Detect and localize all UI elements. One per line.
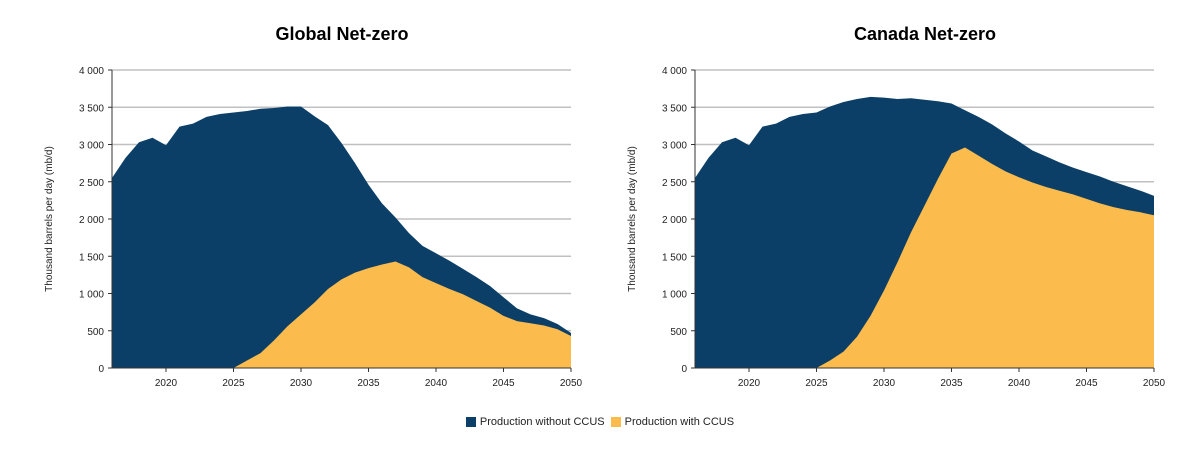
x-tick-label: 2050 [560,378,583,389]
legend-item-without-ccus: Production without CCUS [465,416,605,428]
y-tick-label: 2 500 [662,178,687,189]
y-tick-label: 3 500 [662,103,687,114]
legend-label-with-ccus: Production with CCUS [624,416,735,428]
legend-swatch-without-ccus [465,417,476,427]
y-tick-label: 0 [681,364,687,375]
y-axis-label: Thousand barrels per day (mb/d) [44,146,55,292]
x-tick-label: 2035 [940,378,963,389]
y-tick-label: 4 000 [662,66,687,77]
y-tick-label: 2 000 [79,215,104,226]
y-tick-label: 2 000 [662,215,687,226]
y-tick-label: 0 [98,364,104,375]
chart-canada-plot: 0 500 1 000 1 500 2 000 2 500 3 000 3 500 4 000 2… [627,66,1166,389]
x-tick-label: 2030 [290,378,313,389]
area-production-without-ccus [695,96,1154,368]
y-axis-label: Thousand barrels per day (mb/d) [627,146,638,292]
x-tick-label: 2045 [1075,378,1098,389]
chart-global-plot: 0 500 1 000 1 500 2 000 2 500 3 000 3 500 4 000 2… [44,66,583,389]
y-tick-label: 1 000 [662,290,687,301]
x-tick-label: 2025 [805,378,828,389]
x-tick-label: 2025 [222,378,245,389]
y-tick-label: 3 000 [79,141,104,152]
chart-title-global: Global Net-zero [275,24,409,44]
x-tick-label: 2030 [873,378,896,389]
chart-title-canada: Canada Net-zero [853,24,997,44]
x-tick-label: 2035 [357,378,380,389]
legend: Production without CCUS Production with … [0,416,1200,428]
y-tick-label: 3 500 [79,103,104,114]
x-tick-label: 2045 [492,378,515,389]
x-tick-label: 2040 [425,378,448,389]
x-tick-label: 2020 [155,378,178,389]
area-production-with-ccus [695,147,1154,368]
legend-label-without-ccus: Production without CCUS [479,416,605,428]
x-tick-label: 2050 [1143,378,1166,389]
legend-item-with-ccus: Production with CCUS [610,416,735,428]
area-production-with-ccus [112,261,571,368]
y-tick-label: 3 000 [662,141,687,152]
legend-swatch-with-ccus [610,417,621,427]
y-tick-label: 500 [670,327,687,338]
y-tick-label: 1 500 [662,252,687,263]
y-tick-label: 500 [87,327,104,338]
area-production-without-ccus [112,106,571,368]
y-tick-label: 2 500 [79,178,104,189]
x-tick-label: 2020 [738,378,761,389]
x-tick-label: 2040 [1008,378,1031,389]
y-tick-label: 1 000 [79,290,104,301]
y-tick-label: 1 500 [79,252,104,263]
y-tick-label: 4 000 [79,66,104,77]
